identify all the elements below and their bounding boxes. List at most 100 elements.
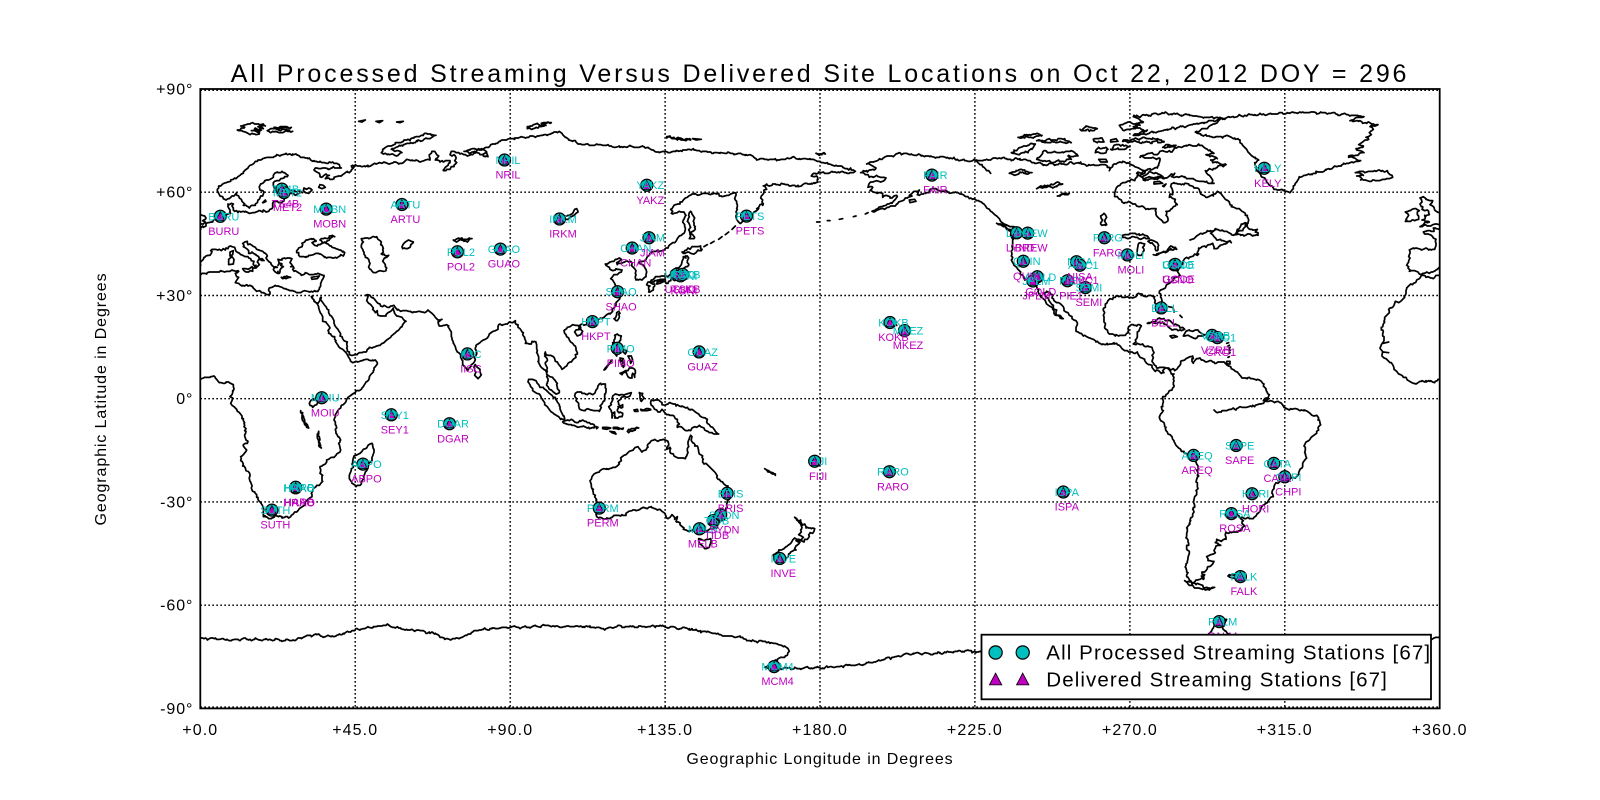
svg-text:HRAO: HRAO bbox=[283, 497, 315, 509]
svg-text:NRIL: NRIL bbox=[495, 155, 520, 167]
svg-text:JIAM: JIAM bbox=[640, 247, 665, 259]
svg-text:SYDN: SYDN bbox=[709, 525, 740, 537]
svg-text:YAKZ: YAKZ bbox=[636, 195, 664, 207]
svg-text:CRO1: CRO1 bbox=[1206, 347, 1237, 359]
svg-text:BRIS: BRIS bbox=[718, 503, 744, 515]
svg-text:+90.0: +90.0 bbox=[487, 722, 533, 739]
svg-text:+360.0: +360.0 bbox=[1412, 722, 1468, 739]
svg-text:KELY: KELY bbox=[1254, 178, 1282, 190]
svg-text:0°: 0° bbox=[176, 391, 193, 408]
svg-text:DGAR: DGAR bbox=[437, 433, 469, 445]
svg-text:FAIR: FAIR bbox=[923, 170, 948, 182]
svg-text:SAPE: SAPE bbox=[1225, 441, 1254, 453]
svg-text:All Processed Streaming Statio: All Processed Streaming Stations [67] bbox=[1046, 642, 1431, 665]
svg-text:MOIU: MOIU bbox=[311, 393, 340, 405]
svg-text:HORI: HORI bbox=[1242, 503, 1270, 515]
svg-text:PIMO: PIMO bbox=[607, 343, 636, 355]
svg-text:FAIR: FAIR bbox=[923, 185, 948, 197]
svg-text:DGAR: DGAR bbox=[437, 419, 469, 431]
svg-text:USUD: USUD bbox=[665, 269, 696, 281]
svg-text:USNO: USNO bbox=[1162, 260, 1194, 272]
svg-text:PETS: PETS bbox=[736, 226, 765, 238]
svg-text:MOBN: MOBN bbox=[313, 219, 346, 231]
svg-text:BELL: BELL bbox=[1151, 318, 1178, 330]
svg-text:BRIS: BRIS bbox=[718, 488, 744, 500]
svg-text:+45.0: +45.0 bbox=[332, 722, 378, 739]
svg-text:SHAO: SHAO bbox=[606, 301, 638, 313]
svg-text:CRO1: CRO1 bbox=[1206, 333, 1237, 345]
svg-text:BREW: BREW bbox=[1015, 243, 1049, 255]
svg-text:Geographic Longitude in Degree: Geographic Longitude in Degrees bbox=[686, 751, 953, 768]
svg-text:TIDB: TIDB bbox=[704, 516, 729, 528]
svg-text:SAPE: SAPE bbox=[1225, 455, 1254, 467]
svg-text:MOLI: MOLI bbox=[1117, 250, 1144, 262]
svg-text:GUAZ: GUAZ bbox=[687, 347, 718, 359]
svg-text:+180.0: +180.0 bbox=[792, 722, 848, 739]
svg-text:FALK: FALK bbox=[1230, 572, 1258, 584]
svg-text:MET2: MET2 bbox=[273, 188, 302, 200]
svg-text:IISC: IISC bbox=[460, 349, 481, 361]
svg-text:Geographic Latitude in Degrees: Geographic Latitude in Degrees bbox=[93, 273, 110, 526]
svg-text:VZRB: VZRB bbox=[1201, 330, 1230, 342]
svg-text:RARO: RARO bbox=[877, 467, 909, 479]
svg-text:SEMI: SEMI bbox=[1075, 297, 1102, 309]
svg-text:QUIN: QUIN bbox=[1013, 271, 1041, 283]
svg-text:SUTH: SUTH bbox=[260, 520, 290, 532]
svg-text:TSKB: TSKB bbox=[672, 284, 701, 296]
svg-text:GUAO: GUAO bbox=[488, 259, 521, 271]
svg-text:USUD: USUD bbox=[665, 284, 696, 296]
svg-text:ISPA: ISPA bbox=[1055, 487, 1080, 499]
svg-text:CHPI: CHPI bbox=[1275, 486, 1301, 498]
svg-text:KOKB: KOKB bbox=[878, 318, 909, 330]
svg-text:BREW: BREW bbox=[1015, 228, 1049, 240]
svg-text:LYND: LYND bbox=[1006, 228, 1035, 240]
svg-text:HKPT: HKPT bbox=[581, 331, 611, 343]
svg-text:GOLD: GOLD bbox=[1025, 286, 1056, 298]
svg-text:MOBN: MOBN bbox=[313, 204, 346, 216]
svg-text:BURU: BURU bbox=[208, 226, 239, 238]
svg-text:FARG: FARG bbox=[1093, 247, 1123, 259]
svg-text:FALK: FALK bbox=[1230, 586, 1258, 598]
svg-text:CHAN: CHAN bbox=[620, 258, 651, 270]
svg-text:TIDB: TIDB bbox=[704, 530, 729, 542]
svg-text:+0.0: +0.0 bbox=[182, 722, 218, 739]
svg-text:+315.0: +315.0 bbox=[1257, 722, 1313, 739]
svg-text:FIJI: FIJI bbox=[809, 471, 827, 483]
svg-text:KELY: KELY bbox=[1254, 163, 1282, 175]
svg-text:MOLI: MOLI bbox=[1117, 265, 1144, 277]
svg-text:USNO: USNO bbox=[1162, 274, 1194, 286]
svg-text:MKEZ: MKEZ bbox=[893, 340, 924, 352]
svg-text:TS4B: TS4B bbox=[272, 184, 300, 196]
svg-text:-90°: -90° bbox=[160, 701, 193, 718]
svg-text:ARTU: ARTU bbox=[391, 214, 421, 226]
svg-text:FIJI: FIJI bbox=[809, 456, 827, 468]
svg-text:ABPO: ABPO bbox=[351, 459, 382, 471]
svg-text:CATA: CATA bbox=[1263, 473, 1291, 485]
svg-text:MCM4: MCM4 bbox=[761, 662, 793, 674]
svg-text:TSKB: TSKB bbox=[672, 269, 701, 281]
svg-text:ABPO: ABPO bbox=[351, 474, 382, 486]
svg-text:NISA: NISA bbox=[1067, 257, 1093, 269]
svg-text:CHPI: CHPI bbox=[1275, 472, 1301, 484]
svg-text:MOIU: MOIU bbox=[311, 407, 340, 419]
svg-text:GUAO: GUAO bbox=[488, 244, 521, 256]
svg-text:NISA: NISA bbox=[1067, 271, 1093, 283]
svg-text:ROSA: ROSA bbox=[1219, 523, 1251, 535]
svg-text:BELL: BELL bbox=[1151, 303, 1178, 315]
svg-text:-60°: -60° bbox=[160, 598, 193, 615]
svg-text:All Processed Streaming Versus: All Processed Streaming Versus Delivered… bbox=[231, 60, 1410, 88]
svg-text:+30°: +30° bbox=[156, 288, 193, 305]
svg-text:RARO: RARO bbox=[877, 481, 909, 493]
svg-text:QUIN: QUIN bbox=[1013, 256, 1041, 268]
svg-text:ISPA: ISPA bbox=[1055, 502, 1080, 514]
svg-text:BURU: BURU bbox=[208, 211, 239, 223]
svg-text:SEMI: SEMI bbox=[1075, 283, 1102, 295]
svg-text:+225.0: +225.0 bbox=[947, 722, 1003, 739]
svg-text:CATA: CATA bbox=[1263, 458, 1291, 470]
svg-text:MELB: MELB bbox=[688, 524, 718, 536]
svg-text:HKPT: HKPT bbox=[581, 317, 611, 329]
svg-text:TS4B: TS4B bbox=[272, 199, 300, 211]
svg-text:INVE: INVE bbox=[770, 554, 796, 566]
svg-text:+90°: +90° bbox=[156, 82, 193, 99]
svg-text:GOLD: GOLD bbox=[1025, 272, 1056, 284]
